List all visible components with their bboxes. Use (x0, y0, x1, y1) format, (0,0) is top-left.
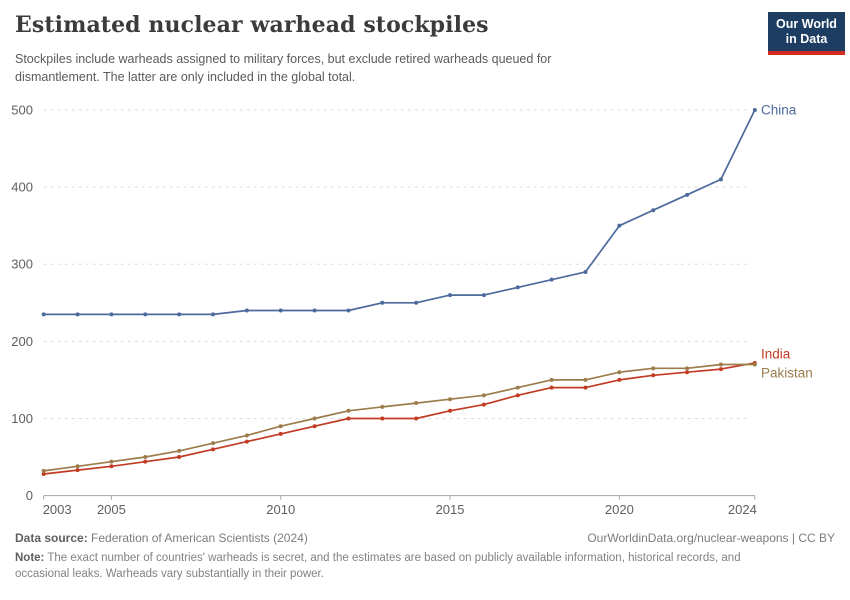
pakistan-point-2011 (312, 416, 317, 421)
china-label[interactable]: China (761, 102, 797, 117)
x-tick-label-2020: 2020 (605, 502, 634, 517)
owid-logo-line2: in Data (785, 32, 828, 46)
y-tick-label-100: 100 (11, 411, 33, 426)
china-point-2012 (346, 308, 351, 313)
china-point-2019 (583, 269, 588, 274)
china-point-2016 (481, 293, 486, 298)
india-line[interactable] (42, 362, 756, 475)
india-point-2021 (651, 373, 656, 378)
china-point-2020 (617, 223, 622, 228)
india-point-2022 (685, 370, 690, 375)
pakistan-point-2003 (41, 468, 46, 473)
china-point-2022 (685, 192, 690, 197)
china-point-2011 (312, 308, 317, 313)
india-point-2013 (380, 416, 385, 421)
india-point-2007 (177, 455, 182, 460)
india-point-2008 (211, 447, 216, 452)
india-point-2020 (617, 377, 622, 382)
china-point-2008 (211, 312, 216, 317)
pakistan-point-2017 (515, 385, 520, 390)
pakistan-point-2020 (617, 370, 622, 375)
x-tick-label-2003: 2003 (43, 502, 72, 517)
india-point-2009 (244, 439, 249, 444)
china-point-2018 (549, 277, 554, 282)
x-tick-label-2005: 2005 (97, 502, 126, 517)
pakistan-point-2021 (651, 366, 656, 371)
india-point-2004 (75, 468, 80, 473)
pakistan-point-2005 (109, 459, 114, 464)
china-point-2014 (414, 300, 419, 305)
owid-url-link[interactable]: OurWorldinData.org/nuclear-weapons | CC … (587, 531, 835, 545)
india-label[interactable]: India (761, 347, 791, 362)
pakistan-point-2012 (346, 408, 351, 413)
india-point-2018 (549, 385, 554, 390)
y-tick-label-300: 300 (11, 257, 33, 272)
pakistan-point-2016 (481, 393, 486, 398)
china-line[interactable] (42, 109, 756, 316)
y-tick-label-500: 500 (11, 102, 33, 117)
y-tick-label-400: 400 (11, 180, 33, 195)
pakistan-point-2010 (278, 424, 283, 429)
china-point-2013 (380, 300, 385, 305)
india-point-2014 (414, 416, 419, 421)
owid-logo-line1: Our World (776, 17, 837, 31)
china-point-2010 (278, 308, 283, 313)
india-point-2006 (143, 459, 148, 464)
india-point-2015 (448, 408, 453, 413)
data-source-label: Data source: (15, 531, 88, 545)
india-point-2010 (278, 431, 283, 436)
india-point-2023 (718, 367, 723, 372)
india-point-2011 (312, 424, 317, 429)
india-point-2016 (481, 402, 486, 407)
pakistan-point-2014 (414, 401, 419, 406)
india-point-2003 (41, 472, 46, 477)
pakistan-point-2006 (143, 455, 148, 460)
china-point-2003 (41, 312, 46, 317)
pakistan-point-2015 (448, 397, 453, 402)
pakistan-point-2004 (75, 464, 80, 469)
pakistan-label[interactable]: Pakistan (761, 366, 813, 381)
chart-footer: Data source: Federation of American Scie… (15, 531, 835, 582)
chart-note: Note: The exact number of countries' war… (15, 550, 785, 582)
x-tick-label-2010: 2010 (266, 502, 295, 517)
pakistan-point-2007 (177, 448, 182, 453)
pakistan-point-2013 (380, 404, 385, 409)
pakistan-point-2019 (583, 377, 588, 382)
china-point-2023 (718, 177, 723, 182)
data-source-value: Federation of American Scientists (2024) (91, 531, 308, 545)
chart-subtitle: Stockpiles include warheads assigned to … (15, 52, 552, 85)
pakistan-point-2024 (752, 362, 757, 367)
data-source: Data source: Federation of American Scie… (15, 531, 308, 545)
pakistan-point-2022 (685, 366, 690, 371)
pakistan-point-2018 (549, 377, 554, 382)
china-point-2024 (752, 107, 757, 112)
india-point-2012 (346, 416, 351, 421)
india-point-2019 (583, 385, 588, 390)
china-point-2015 (448, 293, 453, 298)
india-point-2017 (515, 393, 520, 398)
china-point-2021 (651, 208, 656, 213)
y-tick-label-200: 200 (11, 334, 33, 349)
pakistan-point-2008 (211, 441, 216, 446)
china-point-2005 (109, 312, 114, 317)
china-point-2004 (75, 312, 80, 317)
y-tick-label-0: 0 (26, 488, 33, 503)
china-point-2017 (515, 285, 520, 290)
pakistan-point-2009 (244, 433, 249, 438)
chart-note-label: Note: (15, 552, 45, 564)
chart-title: Estimated nuclear warhead stockpiles (15, 12, 489, 38)
china-point-2007 (177, 312, 182, 317)
pakistan-line[interactable] (42, 363, 756, 472)
owid-logo[interactable]: Our World in Data (768, 12, 845, 55)
chart-note-text: The exact number of countries' warheads … (15, 552, 741, 581)
pakistan-point-2023 (718, 362, 723, 367)
x-tick-label-2015: 2015 (436, 502, 465, 517)
china-point-2006 (143, 312, 148, 317)
india-point-2005 (109, 464, 114, 469)
x-tick-label-2024: 2024 (728, 502, 757, 517)
china-point-2009 (244, 308, 249, 313)
